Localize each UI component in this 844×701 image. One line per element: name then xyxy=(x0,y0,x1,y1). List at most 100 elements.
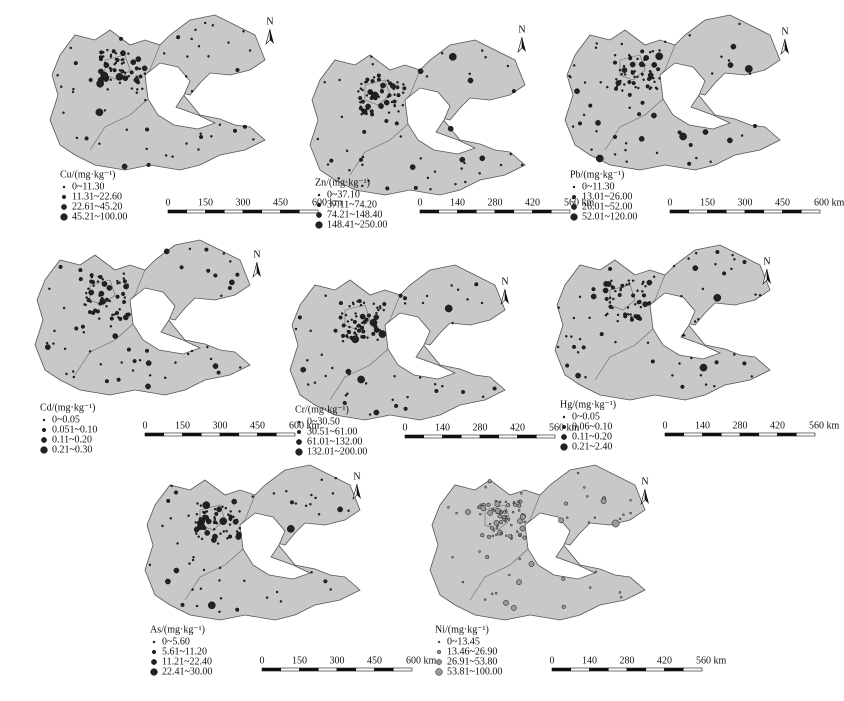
sample-point xyxy=(207,601,216,610)
scale-bar xyxy=(242,209,263,214)
north-label: N xyxy=(253,249,260,260)
sample-point xyxy=(460,167,463,170)
sample-point xyxy=(122,279,127,284)
sample-point xyxy=(595,42,599,45)
sample-point xyxy=(565,363,570,368)
sample-point xyxy=(345,149,349,153)
sample-point xyxy=(232,128,238,133)
sample-point xyxy=(373,324,378,329)
province-border xyxy=(129,269,146,301)
sample-point xyxy=(629,511,632,515)
sample-point xyxy=(620,283,625,288)
sample-point xyxy=(371,62,375,66)
sample-point xyxy=(595,120,601,126)
sample-point xyxy=(200,537,204,541)
legend-symbol xyxy=(61,204,67,210)
sample-point xyxy=(122,272,126,275)
sample-point xyxy=(225,529,228,533)
sample-point xyxy=(523,520,527,524)
sample-point xyxy=(122,75,129,82)
legend-symbol xyxy=(60,213,68,221)
sample-point xyxy=(627,282,631,285)
sample-point xyxy=(574,88,580,95)
sample-point xyxy=(359,313,366,320)
sample-point xyxy=(362,129,367,134)
sample-point xyxy=(447,506,450,509)
sample-point xyxy=(219,517,228,526)
sample-point xyxy=(129,70,134,75)
sample-point xyxy=(199,134,204,140)
legend-symbol xyxy=(561,424,567,430)
sample-point xyxy=(622,513,625,516)
scale-bar xyxy=(725,209,746,214)
sample-point xyxy=(468,72,471,76)
sample-point xyxy=(197,44,201,48)
sample-point xyxy=(382,302,387,307)
sample-point xyxy=(98,290,105,297)
sample-point xyxy=(361,163,364,167)
sample-point xyxy=(213,507,217,511)
sample-point xyxy=(714,360,719,365)
scale-label: 560 km xyxy=(564,197,595,208)
sample-point xyxy=(626,313,630,316)
legend-label: 132.01~200.00 xyxy=(307,446,367,457)
sample-point xyxy=(199,587,203,590)
scale-bar xyxy=(205,209,225,214)
sample-point xyxy=(355,333,358,336)
beijing-border xyxy=(484,504,511,531)
sample-point xyxy=(120,62,124,65)
sample-point xyxy=(663,40,667,44)
scale-bar xyxy=(475,209,496,214)
sample-point xyxy=(618,591,622,594)
sample-point xyxy=(348,168,351,172)
sample-point xyxy=(641,282,644,286)
scale-label: 300 xyxy=(236,197,251,208)
sample-point xyxy=(206,345,209,349)
scale-label: 280 xyxy=(488,197,503,208)
sample-point xyxy=(697,318,700,321)
sample-point xyxy=(504,509,508,513)
sample-point xyxy=(101,281,108,287)
scale-label: 150 xyxy=(292,655,307,666)
sample-point xyxy=(447,125,454,132)
province-border xyxy=(89,98,149,151)
sample-point xyxy=(112,333,119,339)
sample-point xyxy=(517,518,523,524)
sample-point xyxy=(86,298,91,303)
scale-label: 300 xyxy=(738,197,753,208)
sample-point xyxy=(352,319,357,324)
sample-point xyxy=(358,96,363,101)
sample-point xyxy=(625,160,628,163)
scale-label: 140 xyxy=(582,655,597,666)
sample-point xyxy=(563,501,568,506)
sample-point xyxy=(617,292,622,298)
sample-point xyxy=(650,359,655,364)
sample-point xyxy=(166,498,171,503)
sample-point xyxy=(727,137,733,144)
sample-point xyxy=(111,49,116,54)
sample-point xyxy=(216,370,221,375)
sample-point xyxy=(184,75,188,78)
legend-title: Cu/(mg·kg⁻¹) xyxy=(60,169,116,180)
sample-point xyxy=(176,35,181,40)
sample-point xyxy=(401,103,405,107)
sample-point xyxy=(99,363,103,366)
sample-point xyxy=(578,295,582,299)
scale-bar xyxy=(777,432,797,437)
sample-point xyxy=(687,161,692,166)
sample-point xyxy=(108,299,111,303)
sample-point xyxy=(671,374,674,377)
sample-point xyxy=(228,514,233,519)
sample-point xyxy=(376,73,381,78)
sample-point xyxy=(203,21,207,25)
bohai-sea xyxy=(129,287,202,355)
sample-point xyxy=(402,296,408,301)
sample-point xyxy=(360,82,363,86)
sample-point xyxy=(114,52,118,55)
sample-point xyxy=(106,88,109,91)
sample-point xyxy=(611,519,620,528)
sample-point xyxy=(499,163,503,167)
sample-point xyxy=(387,93,392,98)
sample-point xyxy=(186,55,189,58)
scale-bar xyxy=(707,209,727,214)
